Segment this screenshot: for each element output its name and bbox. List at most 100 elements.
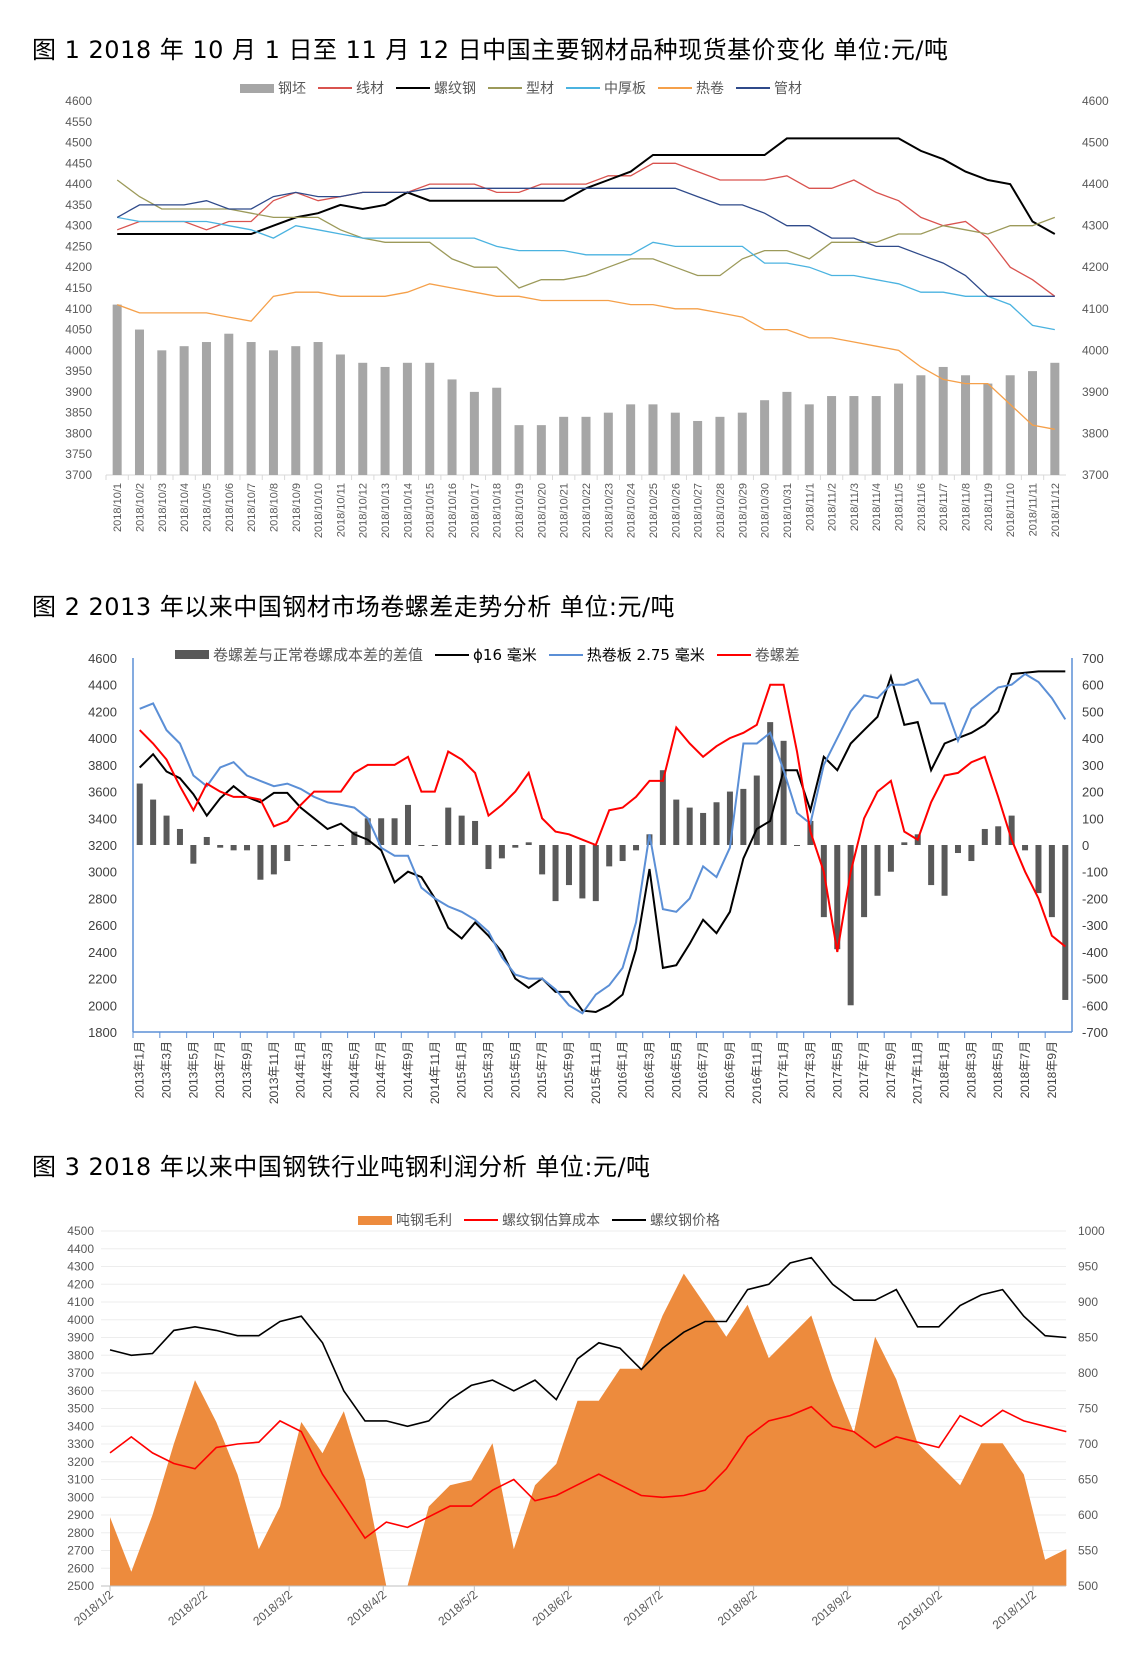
x-tick-label: 2018/11/3: [849, 483, 861, 531]
bar-钢坯: [849, 396, 859, 475]
y-tick-label-right: 3800: [1082, 426, 1109, 440]
x-tick-label: 2018/10/9: [291, 483, 303, 532]
legend-label: 卷螺差与正常卷螺成本差的差值: [213, 646, 424, 664]
bar-spread-diff: [1048, 845, 1055, 918]
legend-swatch: [464, 1219, 498, 1221]
x-tick-label: 2018/10/16: [447, 483, 459, 538]
bar-钢坯: [447, 379, 457, 475]
y-tick-label-left: 3800: [67, 1348, 94, 1362]
line-线材: [116, 162, 1056, 297]
x-tick-label: 2016年3月: [642, 1041, 656, 1098]
y-tick-label-right: 600: [1078, 1508, 1098, 1522]
bar-spread-diff: [686, 807, 693, 845]
y-tick-label-right: 950: [1078, 1260, 1098, 1274]
legend-item: 线材: [318, 78, 384, 98]
legend-item: 型材: [488, 78, 554, 98]
y-tick-label-right: 4000: [1082, 343, 1109, 357]
chart3-title: 图 3 2018 年以来中国钢铁行业吨钢利润分析 单位:元/吨: [32, 1153, 651, 1181]
bar-spread-diff: [1035, 845, 1042, 894]
y-tick-label-left: 4000: [67, 1313, 94, 1327]
y-tick-label-right: -300: [1082, 918, 1108, 933]
legend-item: ϕ16 毫米: [435, 644, 537, 665]
bar-spread-diff: [203, 836, 210, 845]
y-tick-label-left: 3300: [67, 1437, 94, 1451]
x-tick-label: 2018/4/2: [344, 1587, 389, 1628]
x-tick-label: 2018/10/20: [536, 483, 548, 538]
bar-钢坯: [603, 412, 613, 475]
x-tick-label: 2018/10/10: [313, 483, 325, 538]
y-tick-label-left: 4500: [65, 136, 92, 150]
line-ϕ16 毫米: [138, 670, 1066, 1014]
bar-钢坯: [581, 416, 591, 475]
x-tick-label: 2015年11月: [589, 1041, 603, 1104]
y-tick-label-left: 4200: [65, 260, 92, 274]
legend-swatch: [175, 650, 209, 659]
bar-spread-diff: [834, 845, 841, 950]
bar-spread-diff: [458, 815, 465, 845]
x-tick-label: 2013年11月: [267, 1041, 281, 1104]
y-tick-label-right: 3900: [1082, 385, 1109, 399]
area-吨钢毛利: [110, 1273, 1067, 1586]
y-tick-label-right: 650: [1078, 1473, 1098, 1487]
bar-钢坯: [246, 342, 256, 475]
bar-spread-diff: [767, 722, 774, 845]
y-tick-label-right: 300: [1082, 758, 1104, 773]
y-tick-label-left: 4000: [65, 343, 92, 357]
y-tick-label-right: 4200: [1082, 260, 1109, 274]
bar-钢坯: [179, 346, 189, 475]
legend-label: 线材: [356, 81, 384, 97]
y-tick-label-left: 3600: [67, 1384, 94, 1398]
legend-item: 钢坯: [240, 78, 306, 98]
y-tick-label-left: 4100: [67, 1295, 94, 1309]
bar-钢坯: [358, 362, 368, 475]
x-tick-label: 2014年3月: [321, 1041, 335, 1098]
x-tick-label: 2013年7月: [213, 1041, 227, 1098]
y-tick-label-left: 3850: [65, 406, 92, 420]
y-tick-label-left: 3900: [67, 1331, 94, 1345]
x-tick-label: 2018/10/22: [581, 483, 593, 538]
x-tick-label: 2018/10/12: [358, 483, 370, 538]
x-tick-label: 2018/8/2: [715, 1587, 760, 1628]
y-tick-label-left: 4100: [65, 302, 92, 316]
y-tick-label-left: 4200: [88, 704, 117, 719]
line-管材: [116, 187, 1055, 297]
bar-钢坯: [983, 383, 993, 475]
bar-spread-diff: [404, 804, 411, 845]
y-tick-label-right: 500: [1078, 1579, 1098, 1593]
bar-spread-diff: [726, 791, 733, 845]
y-tick-label-right: 4100: [1082, 302, 1109, 316]
bar-钢坯: [737, 412, 747, 475]
x-tick-label: 2017年1月: [777, 1041, 791, 1098]
x-tick-label: 2016年1月: [616, 1041, 630, 1098]
bar-钢坯: [402, 362, 412, 475]
x-tick-label: 2018/10/19: [514, 483, 526, 538]
x-tick-label: 2018/10/28: [715, 483, 727, 538]
y-tick-label-left: 2600: [88, 918, 117, 933]
bar-钢坯: [693, 420, 703, 475]
x-tick-label: 2018/9/2: [809, 1587, 854, 1628]
x-tick-label: 2018/3/2: [250, 1587, 295, 1628]
x-tick-label: 2018/10/15: [425, 483, 437, 538]
y-tick-label-right: 4500: [1082, 136, 1109, 150]
line-中厚板: [117, 216, 1055, 331]
y-tick-label-left: 3800: [65, 426, 92, 440]
y-tick-label-left: 3200: [67, 1455, 94, 1469]
bar-钢坯: [469, 391, 479, 475]
x-tick-label: 2018/11/5: [894, 483, 906, 531]
x-tick-label: 2018/11/7: [938, 483, 950, 531]
y-tick-label-right: -600: [1082, 998, 1108, 1013]
bar-钢坯: [157, 350, 167, 475]
bar-钢坯: [536, 425, 546, 475]
bar-spread-diff: [673, 799, 680, 845]
x-tick-label: 2016年7月: [696, 1041, 710, 1098]
y-tick-label-left: 4150: [65, 281, 92, 295]
y-tick-label-right: 200: [1082, 785, 1104, 800]
x-tick-label: 2016年9月: [723, 1041, 737, 1098]
y-tick-label-right: 700: [1082, 651, 1104, 666]
bar-spread-diff: [230, 845, 237, 851]
bar-spread-diff: [284, 845, 291, 862]
y-tick-label-left: 2900: [67, 1508, 94, 1522]
bar-spread-diff: [552, 845, 559, 902]
y-tick-label-right: 900: [1078, 1295, 1098, 1309]
bar-spread-diff: [136, 783, 143, 845]
